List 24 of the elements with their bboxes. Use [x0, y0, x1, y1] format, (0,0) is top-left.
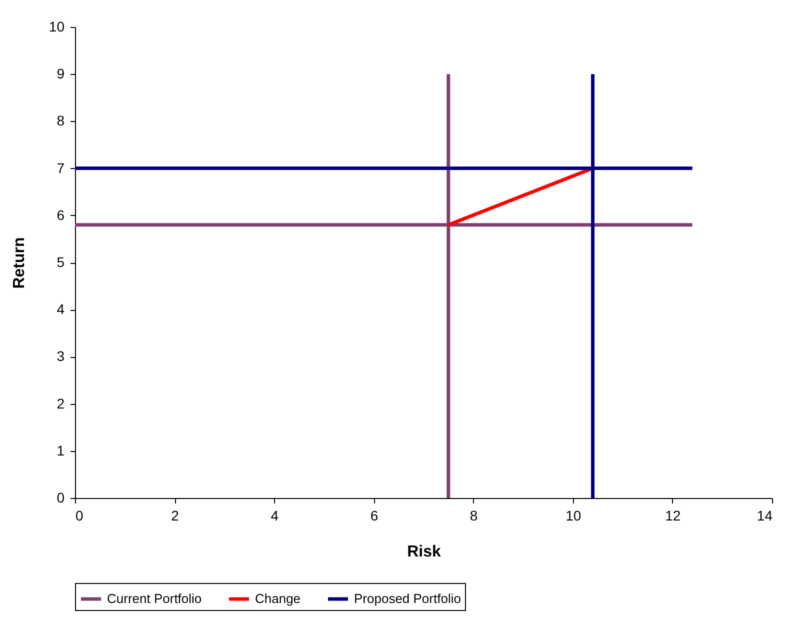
- legend-label: Change: [255, 591, 301, 606]
- y-tick-label: 5: [56, 254, 65, 270]
- x-axis-title: Risk: [407, 544, 441, 560]
- x-tick-label: 2: [171, 508, 180, 524]
- legend-label: Current Portfolio: [107, 591, 202, 606]
- x-tick-label: 0: [76, 508, 84, 524]
- y-tick-label: 3: [56, 348, 65, 364]
- x-tick-label: 14: [756, 508, 773, 524]
- y-tick-label: 10: [48, 18, 65, 34]
- x-tick-label: 4: [270, 508, 279, 524]
- y-tick-label: 1: [56, 442, 65, 458]
- y-tick-label: 8: [56, 112, 65, 129]
- x-tick-label: 10: [566, 508, 582, 524]
- x-tick-label: 8: [470, 508, 478, 524]
- y-tick-label: 6: [56, 206, 65, 223]
- y-axis-title: Return: [10, 237, 28, 289]
- x-tick-label: 6: [370, 508, 378, 524]
- y-tick-label: 9: [56, 66, 65, 82]
- y-tick-label: 0: [56, 490, 65, 506]
- y-tick-label: 4: [56, 301, 65, 318]
- legend-label: Proposed Portfolio: [354, 591, 461, 606]
- y-tick-label: 7: [56, 160, 65, 176]
- y-tick-label: 2: [56, 395, 65, 412]
- x-tick-label: 12: [665, 508, 681, 524]
